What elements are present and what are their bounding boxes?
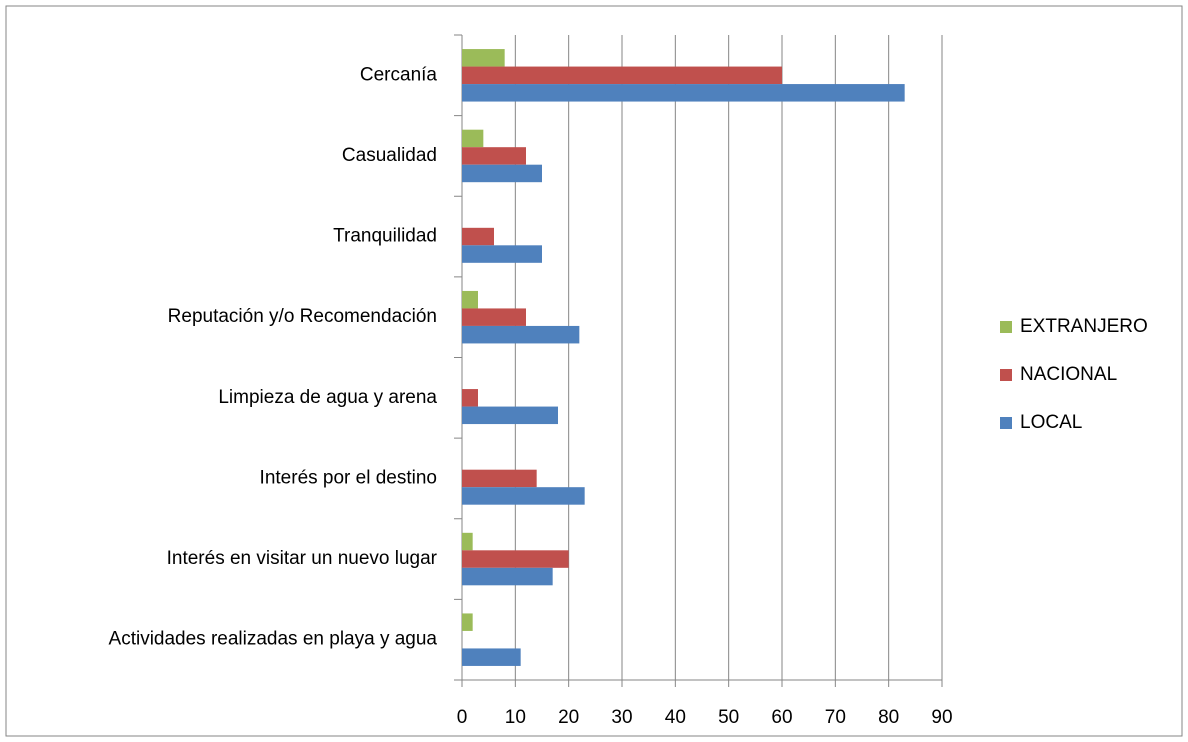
y-tick-label: Actividades realizadas en playa y agua [109,629,438,650]
y-tick-label: Limpieza de agua y arena [218,387,437,408]
bar [462,245,542,263]
bar [462,290,478,309]
x-tick-label: 30 [611,707,632,728]
bar [462,49,505,67]
legend-swatch [1000,369,1012,381]
x-tick-label: 60 [771,707,792,728]
x-tick-label: 90 [931,707,952,728]
legend-swatch [1000,417,1012,429]
bar [462,469,537,488]
x-tick-label: 10 [505,707,526,728]
bar [462,164,542,183]
bar [462,406,558,425]
x-tick-label: 0 [457,707,468,728]
bar [462,147,526,165]
x-tick-label: 20 [558,707,579,728]
y-tick-label: Interés en visitar un nuevo lugar [167,548,438,569]
y-tick-label: Reputación y/o Recomendación [168,306,437,327]
x-tick-label: 50 [718,707,739,728]
bar [462,550,569,568]
bar [462,66,782,85]
bar [462,129,484,148]
bar [462,648,521,666]
bar [462,613,473,631]
y-tick-label: Tranquilidad [333,226,437,247]
bar [462,567,553,586]
bar [462,487,585,505]
y-tick-label: Cercanía [360,64,438,85]
bar [462,84,905,102]
bar [462,325,580,344]
legend-label: LOCAL [1020,412,1082,433]
x-tick-label: 70 [825,707,846,728]
bar [462,227,494,246]
bar [462,389,478,407]
legend-swatch [1000,321,1012,333]
y-tick-label: Casualidad [342,145,437,166]
x-tick-label: 80 [878,707,899,728]
chart-border [5,5,1183,737]
bar [462,532,473,551]
legend-label: NACIONAL [1020,364,1117,385]
x-tick-label: 40 [665,707,686,728]
legend-label: EXTRANJERO [1020,316,1148,337]
bar [462,308,526,326]
y-tick-label: Interés por el destino [260,467,437,488]
